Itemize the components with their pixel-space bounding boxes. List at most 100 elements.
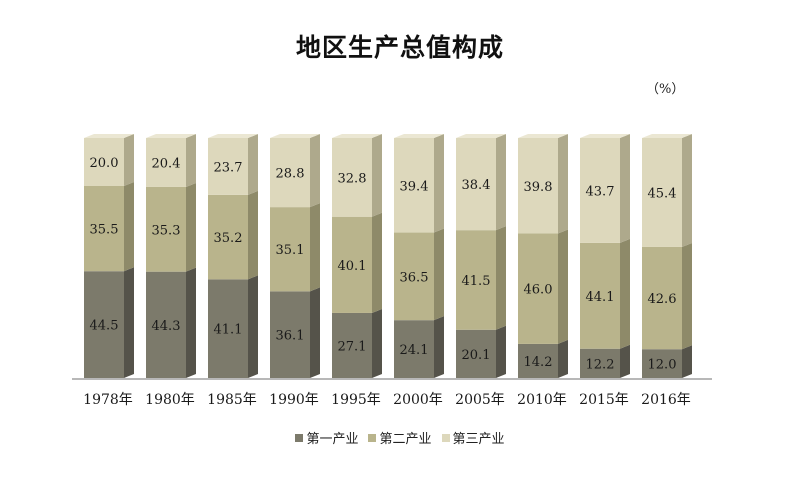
bar-side-secondary-6 <box>496 226 506 330</box>
bar-tertiary-4 <box>332 138 372 217</box>
bar-tertiary-1 <box>146 138 186 187</box>
bar-cap-7 <box>518 134 568 138</box>
bar-tertiary-3 <box>270 138 310 208</box>
bar-side-tertiary-2 <box>248 134 258 195</box>
bar-secondary-8 <box>580 242 620 349</box>
value-label-tertiary-1: 20.4 <box>152 156 181 171</box>
bar-cap-2 <box>208 134 258 138</box>
bar-primary-5 <box>394 320 434 378</box>
bar-secondary-9 <box>642 246 682 350</box>
bar-cap-8 <box>580 134 630 138</box>
value-label-secondary-1: 35.3 <box>152 223 181 238</box>
bar-cap-9 <box>642 134 692 138</box>
bar-tertiary-7 <box>518 138 558 234</box>
bar-primary-9 <box>642 349 682 378</box>
value-label-primary-5: 24.1 <box>400 343 429 358</box>
category-label-6: 2005年 <box>455 392 505 408</box>
bar-side-secondary-2 <box>248 190 258 280</box>
bar-tertiary-8 <box>580 138 620 243</box>
value-label-secondary-4: 40.1 <box>338 259 367 274</box>
bar-secondary-5 <box>394 232 434 321</box>
bar-primary-7 <box>518 343 558 378</box>
value-label-tertiary-5: 39.4 <box>400 179 429 194</box>
bar-side-secondary-3 <box>310 203 320 292</box>
legend-item-secondary: 第二产业 <box>368 428 432 447</box>
legend-item-primary: 第一产业 <box>295 428 358 447</box>
bar-tertiary-6 <box>456 138 496 231</box>
value-label-tertiary-2: 23.7 <box>214 160 243 175</box>
legend-swatch-secondary <box>368 433 377 442</box>
value-label-tertiary-3: 28.8 <box>276 167 305 182</box>
bar-cap-0 <box>84 134 134 138</box>
value-label-primary-6: 20.1 <box>462 348 491 363</box>
bar-side-tertiary-4 <box>372 134 382 217</box>
bar-primary-2 <box>208 279 248 378</box>
bar-side-secondary-9 <box>682 242 692 350</box>
bar-side-primary-5 <box>434 316 444 378</box>
bar-side-primary-8 <box>620 344 630 378</box>
bar-primary-6 <box>456 329 496 378</box>
bar-tertiary-9 <box>642 138 682 247</box>
value-label-secondary-5: 36.5 <box>400 270 429 285</box>
value-label-primary-4: 27.1 <box>338 339 367 354</box>
bar-side-tertiary-6 <box>496 134 506 231</box>
value-label-secondary-0: 35.5 <box>90 223 119 238</box>
bar-side-secondary-5 <box>434 228 444 321</box>
value-label-primary-1: 44.3 <box>152 319 181 334</box>
value-label-secondary-6: 41.5 <box>462 274 491 289</box>
value-label-tertiary-7: 39.8 <box>524 180 553 195</box>
bar-primary-8 <box>580 348 620 378</box>
bar-tertiary-0 <box>84 138 124 186</box>
bar-side-primary-0 <box>124 267 134 378</box>
legend-swatch-primary <box>295 433 304 442</box>
bar-secondary-1 <box>146 186 186 272</box>
bar-cap-6 <box>456 134 506 138</box>
bar-side-tertiary-7 <box>558 134 568 234</box>
unit-label: （%） <box>646 82 685 97</box>
value-label-primary-3: 36.1 <box>276 329 305 344</box>
value-label-secondary-2: 35.2 <box>214 231 243 246</box>
bar-secondary-0 <box>84 186 124 272</box>
value-label-tertiary-4: 32.8 <box>338 171 367 186</box>
value-label-tertiary-0: 20.0 <box>90 156 119 171</box>
bar-cap-1 <box>146 134 196 138</box>
category-label-5: 2000年 <box>393 392 443 408</box>
bar-side-tertiary-1 <box>186 134 196 187</box>
bar-tertiary-5 <box>394 138 434 233</box>
value-label-tertiary-6: 38.4 <box>462 178 491 193</box>
bar-secondary-7 <box>518 233 558 344</box>
chart-title: 地区生产总值构成 <box>295 33 504 62</box>
legend-label-secondary: 第二产业 <box>379 432 432 447</box>
value-label-secondary-9: 42.6 <box>648 292 677 307</box>
legend-label-primary: 第一产业 <box>306 432 359 447</box>
value-label-primary-7: 14.2 <box>524 355 553 370</box>
bar-primary-0 <box>84 271 124 378</box>
category-label-2: 1985年 <box>207 392 257 408</box>
value-label-tertiary-8: 43.7 <box>586 184 615 199</box>
value-label-secondary-8: 44.1 <box>586 290 615 305</box>
bar-secondary-4 <box>332 216 372 313</box>
legend-label-tertiary: 第三产业 <box>452 432 505 447</box>
bar-side-secondary-7 <box>558 229 568 344</box>
legend: 第一产业 第二产业 第三产业 <box>0 428 800 447</box>
bar-side-secondary-0 <box>124 182 134 272</box>
bar-side-tertiary-9 <box>682 134 692 247</box>
bar-side-secondary-8 <box>620 238 630 349</box>
bar-side-primary-6 <box>496 325 506 378</box>
bar-cap-5 <box>394 134 444 138</box>
category-label-0: 1978年 <box>83 392 133 408</box>
bar-side-primary-2 <box>248 275 258 378</box>
bar-side-primary-4 <box>372 308 382 378</box>
bar-side-primary-9 <box>682 345 692 378</box>
bar-primary-3 <box>270 291 310 378</box>
bar-cap-3 <box>270 134 320 138</box>
bar-side-secondary-1 <box>186 182 196 272</box>
category-label-1: 1980年 <box>145 392 195 408</box>
bar-side-tertiary-3 <box>310 134 320 208</box>
value-label-tertiary-9: 45.4 <box>648 186 677 201</box>
bar-secondary-2 <box>208 194 248 280</box>
bar-primary-4 <box>332 312 372 378</box>
value-label-secondary-3: 35.1 <box>276 243 305 258</box>
